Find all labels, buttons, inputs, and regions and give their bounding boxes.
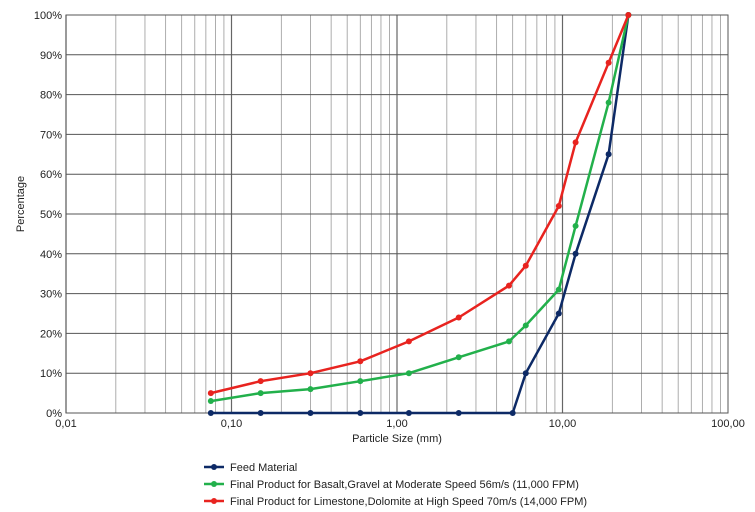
x-tick-label: 1,00 [386,418,407,430]
y-tick-label: 10% [40,368,62,380]
data-point [455,354,462,361]
x-axis-title: Particle Size (mm) [352,433,442,445]
x-tick-label: 0,10 [221,418,242,430]
data-point [505,338,512,345]
x-axis-tick-labels: 0,01 0,10 1,00 10,00 100,00 [55,418,745,430]
y-tick-label: 100% [34,10,62,22]
data-point [509,410,516,416]
legend-marker [211,481,217,487]
legend-item: Final Product for Basalt,Gravel at Moder… [204,479,579,491]
data-point [405,338,412,345]
data-point [257,378,264,385]
data-point [605,151,612,158]
legend-label: Final Product for Basalt,Gravel at Moder… [230,479,579,491]
data-point [605,99,612,106]
y-tick-label: 20% [40,328,62,340]
data-point [357,410,364,416]
data-point [605,59,612,66]
data-point [405,410,412,416]
y-tick-label: 60% [40,169,62,181]
y-axis-tick-labels: 0% 10% 20% 30% 40% 50% 60% 70% 80% 90% 100% [34,10,62,420]
data-point [555,310,562,317]
x-tick-label: 100,00 [711,418,745,430]
y-tick-label: 30% [40,289,62,301]
data-point [522,322,529,329]
y-tick-label: 90% [40,50,62,62]
y-tick-label: 80% [40,90,62,102]
data-point [257,390,264,397]
legend: Feed Material Final Product for Basalt,Gr… [204,462,587,508]
data-point [505,282,512,289]
y-tick-label: 40% [40,249,62,261]
data-point [207,390,214,397]
y-tick-label: 50% [40,209,62,221]
data-point [572,250,579,257]
data-point [357,378,364,385]
data-point [625,12,632,18]
y-tick-label: 0% [46,408,62,420]
data-point [307,386,314,393]
legend-label: Feed Material [230,462,297,474]
data-point [455,410,462,416]
data-point [572,222,579,229]
data-point [257,410,264,416]
x-tick-label: 10,00 [549,418,577,430]
data-point [555,286,562,293]
legend-marker [211,498,217,504]
legend-item: Final Product for Limestone,Dolomite at … [204,496,587,508]
legend-marker [211,464,217,470]
series-line [210,14,630,403]
y-tick-label: 70% [40,129,62,141]
data-point [555,203,562,210]
data-point [307,370,314,377]
data-point [522,262,529,269]
data-point [307,410,314,416]
data-point [357,358,364,365]
legend-label: Final Product for Limestone,Dolomite at … [230,496,587,508]
data-point [207,398,214,405]
data-point [207,410,214,416]
series-line [210,14,630,395]
data-point [405,370,412,377]
legend-item: Feed Material [204,462,297,474]
data-point [522,370,529,377]
data-point [572,139,579,146]
y-axis-title: Percentage [15,176,27,232]
x-tick-label: 0,01 [55,418,76,430]
series-layer [207,12,632,416]
series-line [210,14,630,415]
series-3 [207,12,632,397]
data-point [455,314,462,321]
